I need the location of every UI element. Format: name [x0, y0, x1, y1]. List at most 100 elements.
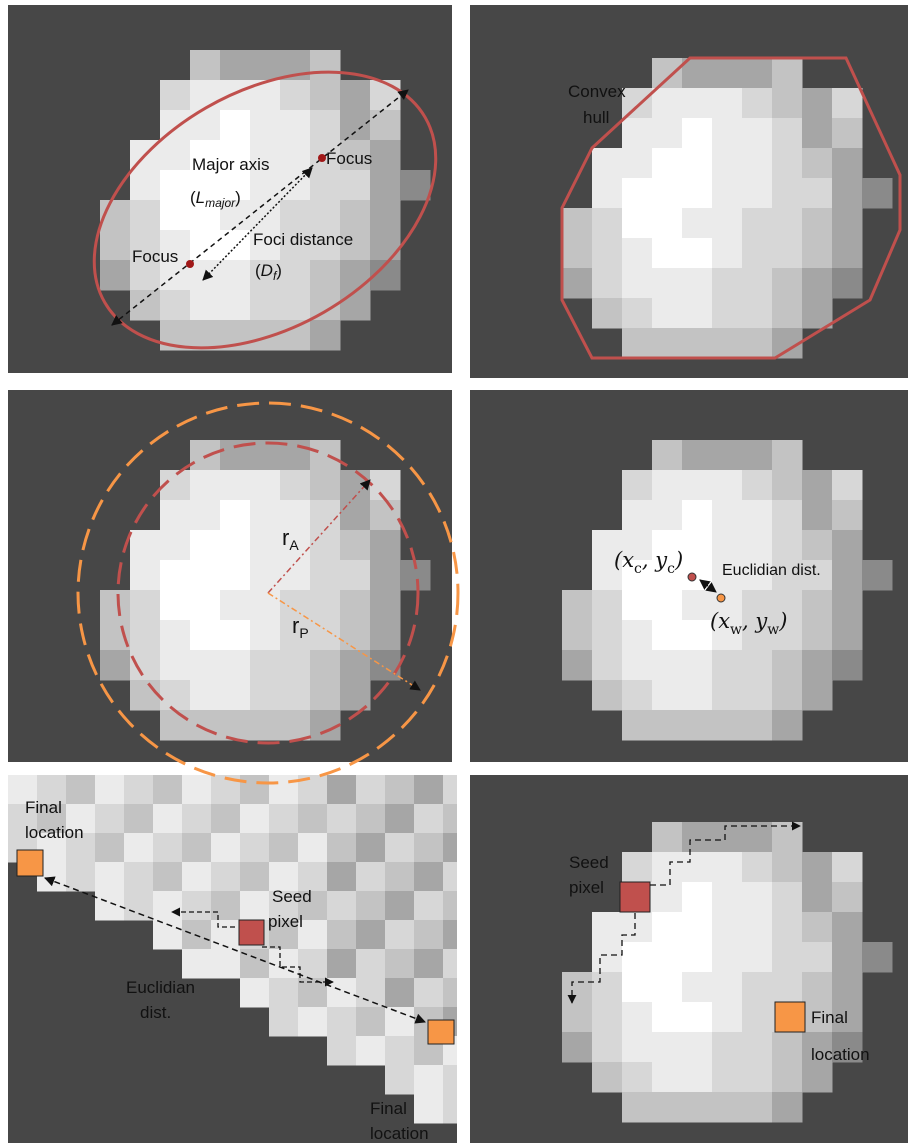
pixel [130, 290, 161, 321]
pixel [622, 710, 653, 741]
pixel [682, 620, 713, 651]
pixel [220, 80, 251, 111]
pixel [443, 1094, 457, 1124]
label: Focus [132, 247, 178, 266]
pixel [220, 590, 251, 621]
pixel [130, 170, 161, 201]
pixel [772, 238, 803, 269]
label: Euclidian dist. [722, 562, 821, 579]
pixel [682, 1092, 713, 1123]
pixel [443, 920, 457, 950]
pixel [742, 972, 773, 1003]
pixel [211, 891, 241, 921]
pixel [742, 118, 773, 149]
pixel [160, 140, 191, 171]
pixel [772, 942, 803, 973]
pixel [220, 290, 251, 321]
pixel [414, 891, 444, 921]
pixel [280, 290, 311, 321]
pixel [356, 920, 386, 950]
label: Final [370, 1099, 407, 1118]
pixel [153, 775, 183, 805]
pixel [269, 833, 299, 863]
pixel [832, 942, 863, 973]
pixel [190, 50, 221, 81]
pixel [370, 560, 401, 591]
label: c [667, 561, 675, 577]
pixel [66, 775, 96, 805]
pixel [652, 1062, 683, 1093]
pixel [182, 804, 212, 834]
pixel [742, 208, 773, 239]
pixel [310, 620, 341, 651]
pixel [160, 680, 191, 711]
pixel [832, 148, 863, 179]
pixel [682, 1032, 713, 1063]
pixel [772, 88, 803, 119]
pixel [340, 260, 371, 291]
pixel [712, 650, 743, 681]
label: pixel [268, 912, 303, 931]
pixel [682, 1002, 713, 1033]
pixel [190, 290, 221, 321]
pixel [562, 620, 593, 651]
pixel [712, 1062, 743, 1093]
pixel [385, 891, 415, 921]
pixel [682, 238, 713, 269]
pixel [269, 804, 299, 834]
pixel [562, 1032, 593, 1063]
pixel [712, 118, 743, 149]
pixel [772, 530, 803, 561]
pixel [652, 88, 683, 119]
pixel [340, 80, 371, 111]
pixel [370, 110, 401, 141]
pixel [682, 88, 713, 119]
pixel [160, 560, 191, 591]
pixel [772, 268, 803, 299]
pixel [652, 58, 683, 89]
pixel [622, 620, 653, 651]
pixel [124, 804, 154, 834]
pixel [414, 833, 444, 863]
pixel [682, 650, 713, 681]
pixel [772, 710, 803, 741]
pixel [124, 833, 154, 863]
pixel [298, 1007, 328, 1037]
pixel [562, 590, 593, 621]
pixel [832, 620, 863, 651]
pixel [310, 320, 341, 351]
pixel [160, 290, 191, 321]
label: L [196, 188, 205, 207]
pixel [772, 1092, 803, 1123]
pixel [356, 833, 386, 863]
pixel [220, 560, 251, 591]
pixel [269, 978, 299, 1008]
label: , y [742, 609, 768, 633]
label: pixel [569, 878, 604, 897]
pixel [130, 530, 161, 561]
pixel [772, 298, 803, 329]
pixel [772, 650, 803, 681]
pixel [340, 200, 371, 231]
pixel [652, 912, 683, 943]
pixel [160, 200, 191, 231]
pixel [280, 200, 311, 231]
pixel [652, 650, 683, 681]
label: c [634, 561, 642, 577]
focus-dot [186, 260, 194, 268]
label: Convex [568, 82, 626, 101]
pixel [622, 178, 653, 209]
pixel [250, 650, 281, 681]
final-square [775, 1002, 805, 1032]
pixel [269, 949, 299, 979]
pixel [370, 650, 401, 681]
pixel [414, 804, 444, 834]
pixel [682, 680, 713, 711]
pixel [182, 891, 212, 921]
pixel [385, 804, 415, 834]
pixel [443, 978, 457, 1008]
pixel [772, 148, 803, 179]
pixel [340, 560, 371, 591]
pixel [682, 268, 713, 299]
pixel [160, 710, 191, 741]
